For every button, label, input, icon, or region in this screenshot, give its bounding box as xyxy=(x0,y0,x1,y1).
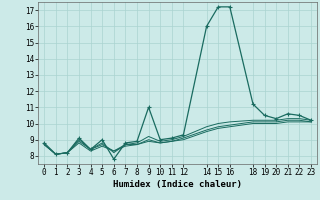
X-axis label: Humidex (Indice chaleur): Humidex (Indice chaleur) xyxy=(113,180,242,189)
